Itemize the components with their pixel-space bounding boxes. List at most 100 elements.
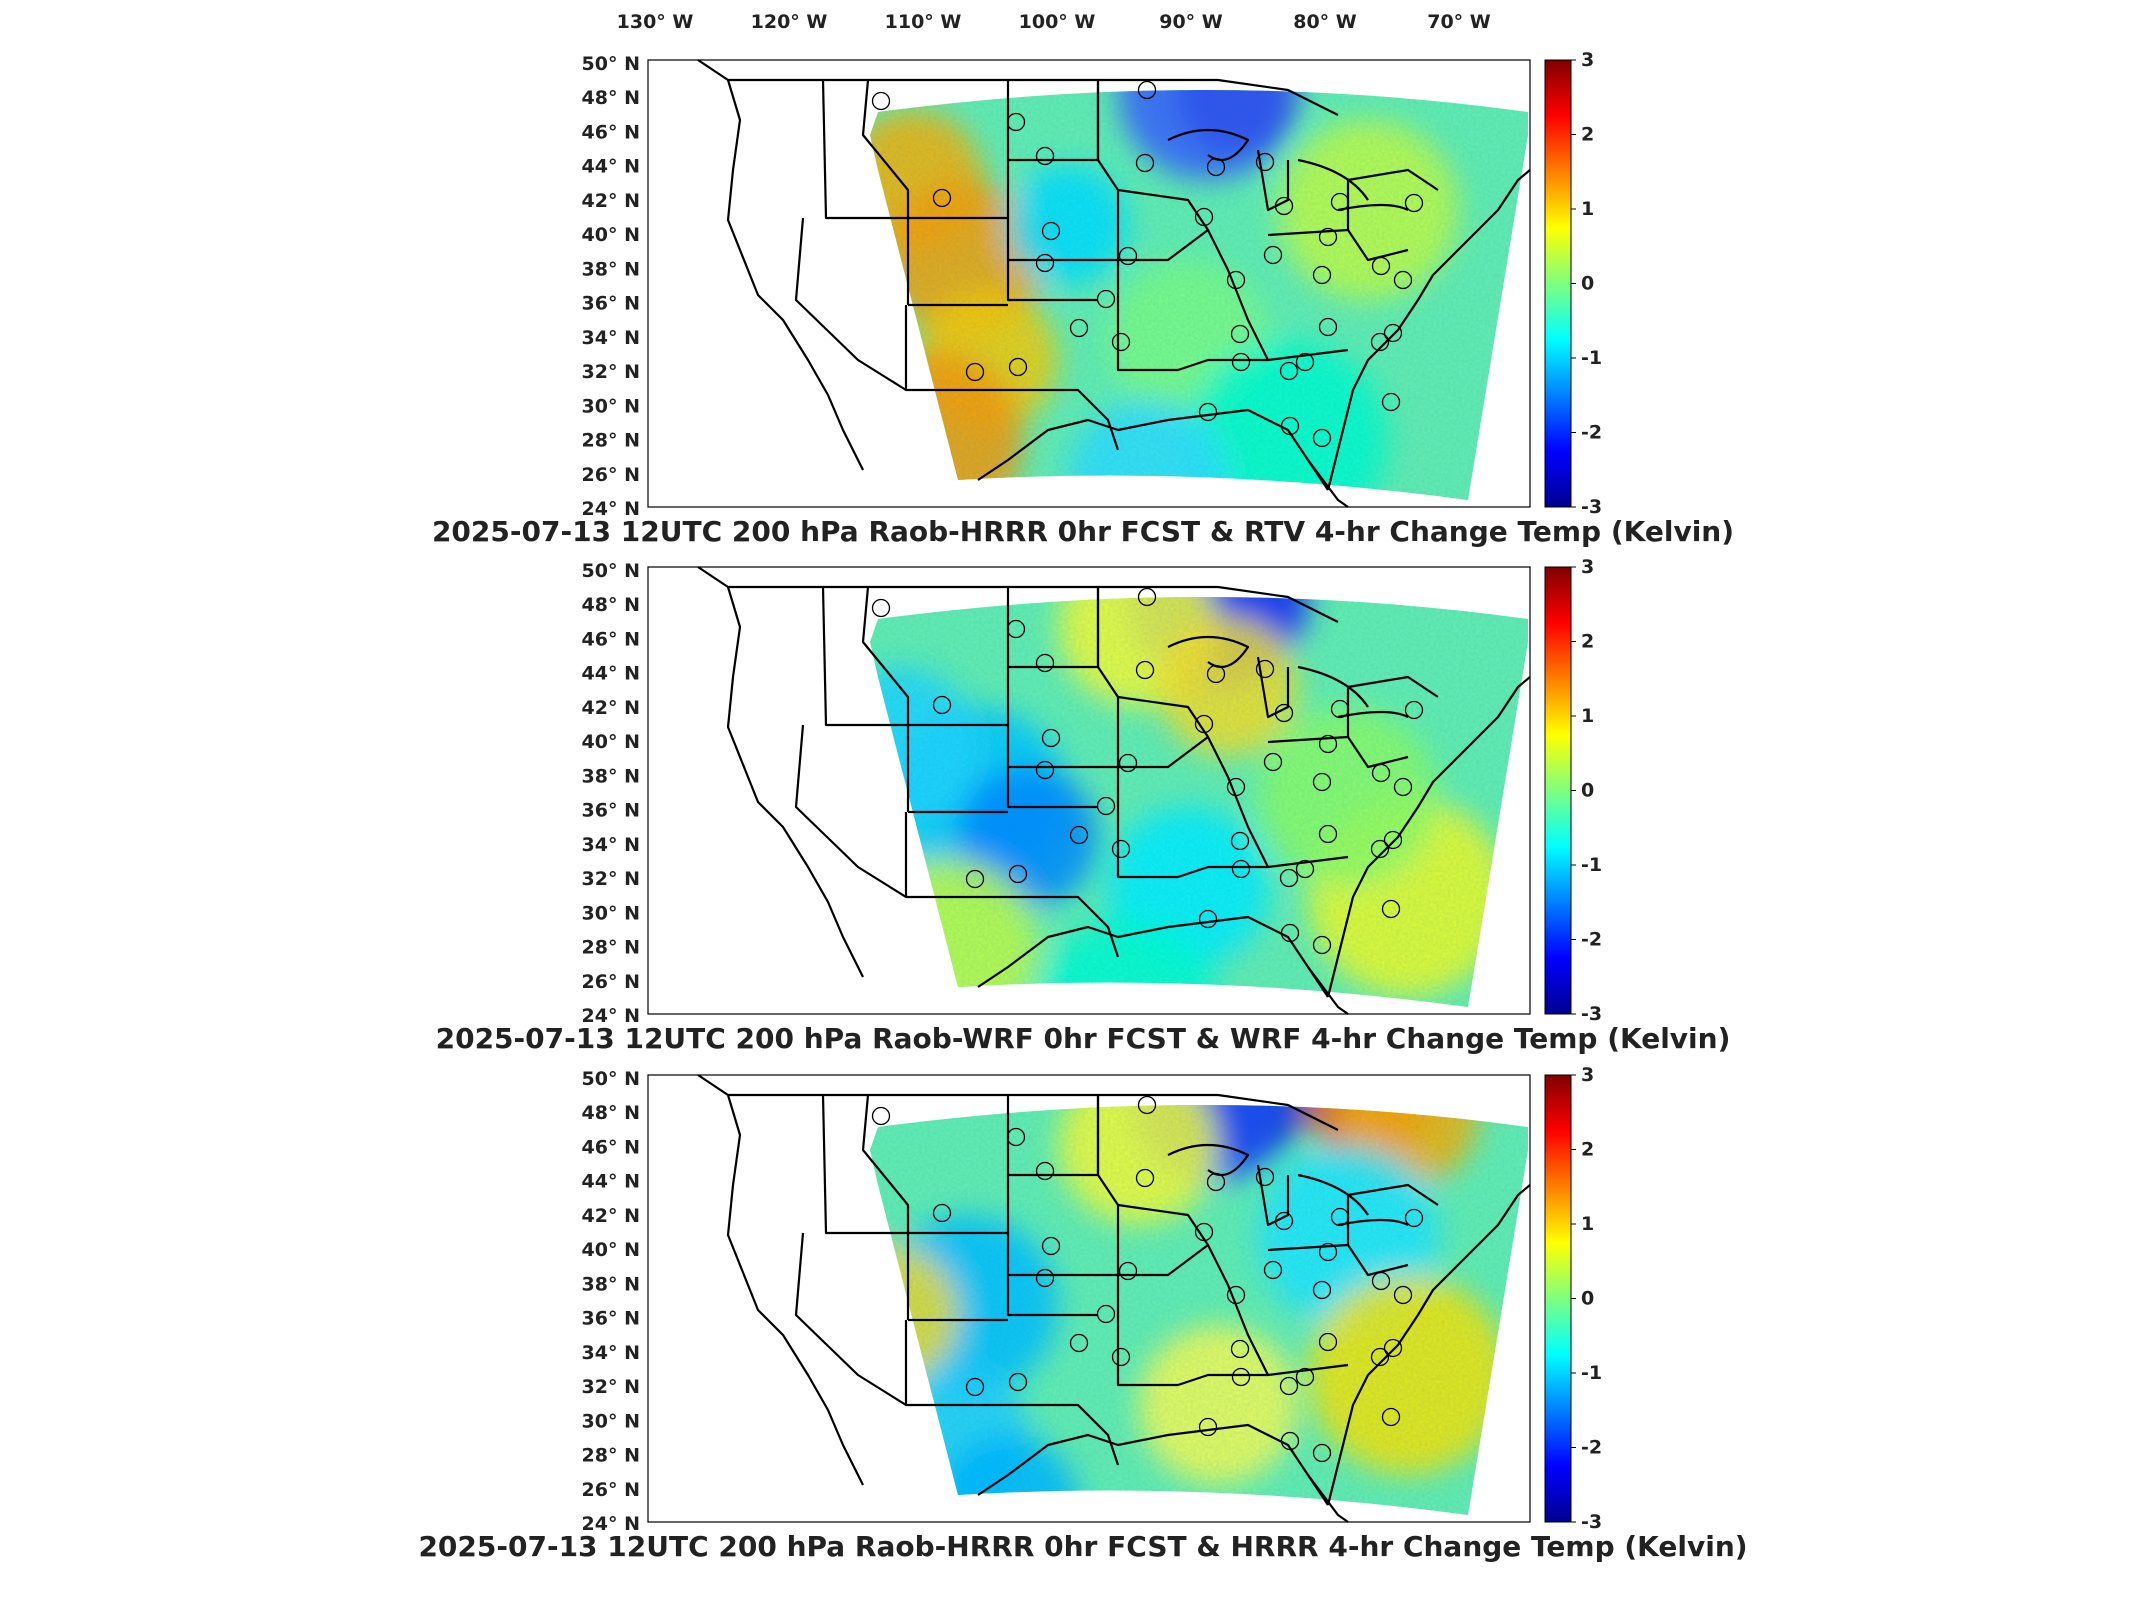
lat-label: 26° N [582,971,640,993]
station-marker [1206,1172,1226,1192]
colorbar [1544,59,1572,508]
station-marker [1280,923,1300,943]
lon-label: 130° W [617,11,694,33]
station-marker [1370,1347,1390,1367]
lat-label: 46° N [582,1136,640,1158]
station-marker [1231,1367,1251,1387]
station-marker [1006,619,1026,639]
temperature-field [697,59,1531,508]
station-marker [1008,864,1028,884]
station-marker [1263,752,1283,772]
station-marker [1118,1261,1138,1281]
station-marker [1111,332,1131,352]
station-marker [1137,1095,1157,1115]
station-marker [1231,352,1251,372]
station-marker [1230,1339,1250,1359]
colorbar-tick-label: -3 [1581,1511,1602,1533]
station-marker [1035,1161,1055,1181]
station-marker [1312,1443,1332,1463]
lat-label: 24° N [582,1005,640,1027]
colorbar-tick-label: -2 [1581,929,1602,951]
lat-label: 24° N [582,498,640,520]
lat-label: 30° N [582,395,640,417]
station-marker [1198,402,1218,422]
station-marker [1206,664,1226,684]
lat-label: 38° N [582,258,640,280]
latitude-labels: 50° N 48° N 46° N 44° N 42° N 40° N 38° N 36° N… [582,53,640,520]
panel-title: 2025-07-13 12UTC 200 hPa Raob-WRF 0hr FC… [436,1022,1731,1055]
station-marker [1226,1285,1246,1305]
station-marker [871,91,891,111]
colorbar-tick-label: 3 [1581,49,1594,71]
station-marker [1370,332,1390,352]
raob-stations [871,587,1424,955]
station-marker [1312,772,1332,792]
station-marker [1318,317,1338,337]
station-marker [1226,777,1246,797]
station-marker [1318,824,1338,844]
lat-label: 32° N [582,868,640,890]
colorbar-labels: 3 2 1 0 -1 -2 -3 [1571,556,1602,1025]
station-marker [1295,352,1315,372]
station-marker [871,598,891,618]
lat-label: 30° N [582,1410,640,1432]
lat-label: 32° N [582,1376,640,1398]
station-marker [1393,270,1413,290]
raob-stations [871,80,1424,448]
station-marker [1318,1242,1338,1262]
station-marker [1035,760,1055,780]
colorbar-labels: 3 2 1 0 -1 -2 -3 [1571,49,1602,518]
station-marker [1198,909,1218,929]
map-panel: 50° N 48° N 46° N 44° N 42° N 40° N 38° N 36° N… [436,556,1731,1055]
lat-label: 34° N [582,1342,640,1364]
station-marker [965,869,985,889]
station-marker [1206,157,1226,177]
station-marker [1096,289,1116,309]
station-marker [1279,1376,1299,1396]
lon-label: 70° W [1427,11,1491,33]
station-marker [1381,899,1401,919]
lat-label: 36° N [582,293,640,315]
station-marker [1194,207,1214,227]
lat-label: 44° N [582,156,640,178]
station-marker [1096,796,1116,816]
station-marker [1194,1222,1214,1242]
lat-label: 28° N [582,937,640,959]
station-marker [1096,1304,1116,1324]
longitude-labels: 130° W 120° W 110° W 100° W 90° W 80° W … [617,11,1491,33]
station-marker [1230,324,1250,344]
station-marker [1069,318,1089,338]
colorbar-tick-label: 2 [1581,1139,1594,1161]
lat-label: 48° N [582,594,640,616]
station-marker [1137,587,1157,607]
station-marker [1006,1127,1026,1147]
station-marker [1404,700,1424,720]
temperature-field [697,1074,1531,1523]
station-marker [1198,1417,1218,1437]
station-marker [1008,357,1028,377]
station-marker [1280,1431,1300,1451]
station-marker [1330,699,1350,719]
station-marker [1312,1280,1332,1300]
station-marker [932,188,952,208]
colorbar-tick-label: -3 [1581,1003,1602,1025]
colorbar-tick-label: -1 [1581,1362,1602,1384]
colorbar-tick-label: 3 [1581,1064,1594,1086]
lat-label: 36° N [582,800,640,822]
colorbar-tick-label: 2 [1581,631,1594,653]
station-marker [1041,221,1061,241]
station-marker [1404,193,1424,213]
station-marker [1069,825,1089,845]
station-marker [1404,1208,1424,1228]
station-marker [1135,660,1155,680]
colorbar-tick-label: -1 [1581,854,1602,876]
lat-label: 36° N [582,1308,640,1330]
station-marker [1393,777,1413,797]
station-marker [1279,868,1299,888]
station-marker [1371,256,1391,276]
station-marker [1383,323,1403,343]
lon-label: 110° W [885,11,962,33]
colorbar-tick-label: 0 [1581,780,1594,802]
station-marker [1383,1338,1403,1358]
station-marker [1263,1260,1283,1280]
